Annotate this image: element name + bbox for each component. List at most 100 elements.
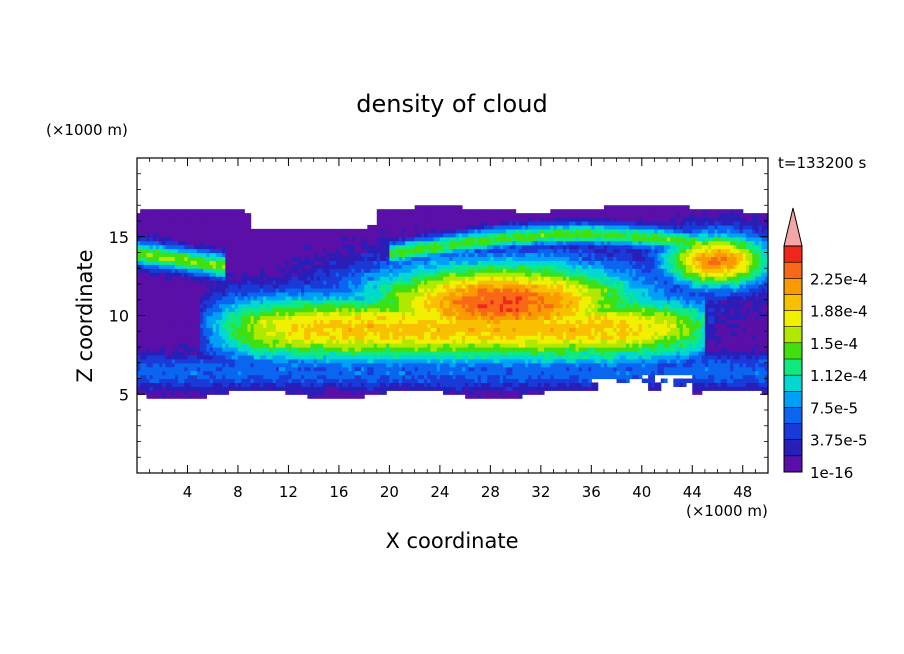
density-cell [398, 284, 403, 289]
density-cell [373, 350, 378, 356]
density-cell [278, 295, 283, 301]
density-cell [152, 303, 157, 309]
density-cell [187, 209, 192, 214]
density-cell [411, 319, 416, 324]
density-cell [370, 323, 375, 328]
density-cell [256, 260, 261, 265]
density-cell [395, 378, 400, 384]
density-cell [411, 213, 416, 218]
density-cell [392, 276, 397, 281]
density-cell [241, 209, 245, 214]
density-cell [272, 252, 277, 258]
density-cell [294, 272, 299, 277]
density-cell [439, 232, 444, 238]
density-cell [452, 268, 457, 273]
density-cell [165, 303, 170, 309]
density-cell [231, 307, 236, 313]
density-cell [168, 209, 173, 214]
density-cell [458, 217, 463, 222]
density-cell [253, 291, 258, 297]
density-cell [364, 256, 368, 261]
density-cell [427, 307, 432, 313]
density-cell [212, 370, 217, 376]
density-cell [379, 217, 384, 222]
density-cell [168, 358, 173, 364]
density-cell [272, 256, 277, 261]
density-cell [414, 232, 419, 238]
density-cell [342, 287, 346, 293]
density-cell [439, 217, 444, 222]
density-cell [348, 386, 353, 391]
density-cell [237, 217, 242, 222]
density-cell [162, 331, 166, 336]
density-cell [338, 307, 343, 313]
density-cell [379, 224, 384, 230]
density-cell [200, 284, 204, 289]
density-cell [316, 264, 321, 269]
density-cell [152, 264, 157, 269]
density-cell [162, 295, 166, 301]
density-cell [228, 331, 233, 336]
density-cell [342, 386, 346, 391]
density-cell [159, 370, 163, 376]
density-cell [461, 260, 466, 265]
density-cell [155, 240, 160, 246]
density-cell [152, 358, 157, 364]
density-cell [234, 224, 239, 230]
density-cell [370, 303, 375, 309]
density-cell [193, 260, 198, 265]
density-cell [373, 347, 378, 352]
density-cell [301, 280, 305, 285]
density-cell [430, 224, 435, 230]
density-cell [430, 386, 435, 391]
density-cell [477, 236, 482, 242]
density-cell [184, 287, 189, 293]
density-cell [247, 280, 252, 285]
density-cell [307, 386, 312, 391]
density-cell [405, 378, 409, 384]
density-cell [171, 327, 176, 332]
density-cell [323, 280, 327, 285]
density-cell [468, 299, 473, 305]
density-cell [443, 256, 447, 261]
density-cell [272, 331, 277, 336]
density-cell [424, 221, 428, 226]
density-cell [285, 335, 290, 340]
density-cell [203, 362, 208, 368]
density-cell [168, 213, 173, 218]
density-cell [209, 264, 214, 269]
density-cell [386, 303, 390, 309]
density-cell [275, 244, 280, 250]
density-cell [178, 386, 182, 391]
density-cell [319, 232, 324, 238]
density-cell [310, 390, 315, 395]
density-cell [234, 374, 239, 380]
density-cell [253, 232, 258, 238]
density-cell [225, 331, 230, 336]
density-cell [398, 327, 403, 332]
density-cell [342, 382, 346, 387]
density-cell [329, 374, 334, 380]
density-cell [405, 347, 409, 352]
density-cell [272, 366, 277, 372]
density-cell [471, 209, 476, 214]
density-cell [278, 358, 283, 364]
density-cell [159, 276, 163, 281]
density-cell [379, 236, 384, 242]
density-cell [351, 362, 356, 368]
density-cell [458, 280, 463, 285]
density-cell [361, 315, 365, 321]
density-cell [137, 244, 141, 250]
density-cell [297, 347, 302, 352]
density-cell [329, 244, 334, 250]
density-cell [408, 303, 413, 309]
density-cell [149, 299, 154, 305]
density-cell [345, 252, 349, 258]
density-cell [219, 350, 223, 356]
density-cell [155, 354, 160, 360]
density-cell [383, 221, 387, 226]
density-cell [237, 299, 242, 305]
density-cell [465, 335, 469, 340]
density-cell [288, 374, 293, 380]
density-cell [266, 280, 271, 285]
